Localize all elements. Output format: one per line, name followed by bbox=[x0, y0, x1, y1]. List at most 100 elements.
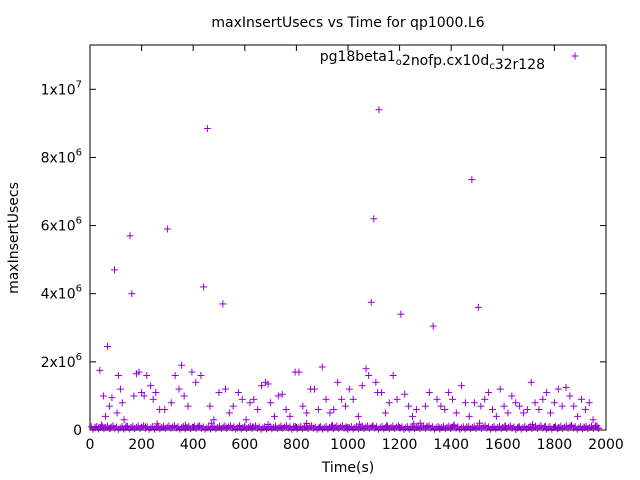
x-tick-label: 2000 bbox=[588, 437, 624, 453]
x-axis-label: Time(s) bbox=[321, 460, 374, 476]
data-point bbox=[500, 402, 508, 410]
data-point bbox=[161, 406, 169, 414]
data-point bbox=[595, 424, 603, 432]
y-tick-label: 4x106 bbox=[41, 284, 82, 303]
data-point bbox=[286, 412, 294, 420]
data-point bbox=[389, 371, 397, 379]
data-point bbox=[338, 395, 346, 403]
data-point bbox=[492, 412, 500, 420]
data-point bbox=[452, 409, 460, 417]
data-point bbox=[192, 378, 200, 386]
data-point bbox=[512, 399, 520, 407]
y-tick-label: 8x106 bbox=[41, 147, 82, 166]
data-point bbox=[412, 406, 420, 414]
data-point bbox=[96, 366, 104, 374]
data-point bbox=[547, 409, 555, 417]
data-point bbox=[126, 232, 134, 240]
data-point bbox=[445, 389, 453, 397]
data-point bbox=[458, 382, 466, 390]
x-tick-label: 1600 bbox=[485, 437, 521, 453]
data-point bbox=[246, 399, 254, 407]
data-point bbox=[531, 399, 539, 407]
y-axis-ticks: 0 2x106 4x106 6x106 8x106 1x107 bbox=[41, 79, 606, 439]
data-point bbox=[558, 402, 566, 410]
data-point bbox=[118, 399, 126, 407]
data-point bbox=[437, 402, 445, 410]
data-point bbox=[381, 409, 389, 417]
x-tick-label: 1400 bbox=[433, 437, 469, 453]
data-point bbox=[468, 176, 476, 184]
data-point bbox=[229, 402, 237, 410]
data-point bbox=[516, 402, 524, 410]
data-point bbox=[180, 392, 188, 400]
data-point bbox=[465, 412, 473, 420]
data-point bbox=[295, 368, 303, 376]
data-point bbox=[310, 385, 318, 393]
plot-frame bbox=[89, 44, 607, 431]
y-tick-label: 6x106 bbox=[41, 216, 82, 235]
data-point bbox=[574, 412, 582, 420]
data-point bbox=[113, 409, 121, 417]
data-point bbox=[409, 412, 416, 420]
data-point bbox=[254, 406, 262, 414]
data-point bbox=[589, 416, 597, 424]
data-point bbox=[421, 402, 429, 410]
data-point bbox=[149, 395, 157, 403]
data-point bbox=[111, 266, 119, 274]
data-point bbox=[152, 389, 160, 397]
data-point bbox=[354, 412, 362, 420]
x-axis-ticks: 0 200 400 600 800 1000 1200 1400 1600 1800 2000 bbox=[86, 45, 624, 453]
data-point bbox=[330, 406, 338, 414]
data-point bbox=[104, 343, 112, 351]
data-point bbox=[184, 402, 192, 410]
x-tick-label: 800 bbox=[283, 437, 310, 453]
data-point bbox=[99, 392, 107, 400]
data-point bbox=[481, 395, 489, 403]
data-point bbox=[147, 382, 155, 390]
data-point bbox=[114, 371, 122, 379]
data-point bbox=[120, 416, 128, 424]
data-point bbox=[258, 382, 266, 390]
data-point bbox=[527, 378, 535, 386]
data-point bbox=[488, 406, 496, 414]
data-point bbox=[535, 406, 543, 414]
data-point bbox=[367, 298, 375, 306]
data-point bbox=[577, 395, 585, 403]
data-point bbox=[554, 385, 562, 393]
data-point bbox=[441, 406, 449, 414]
data-point bbox=[474, 303, 482, 311]
data-point bbox=[448, 395, 456, 403]
data-point bbox=[116, 385, 124, 393]
data-point bbox=[358, 382, 366, 390]
data-point bbox=[101, 412, 109, 420]
data-point bbox=[429, 322, 437, 330]
y-tick-label: 0 bbox=[73, 423, 82, 439]
data-point bbox=[314, 406, 322, 414]
data-point bbox=[345, 385, 353, 393]
data-point bbox=[163, 225, 171, 233]
data-point bbox=[221, 385, 229, 393]
data-point bbox=[562, 383, 570, 391]
data-point bbox=[267, 399, 275, 407]
data-point bbox=[105, 402, 113, 410]
data-point bbox=[508, 392, 516, 400]
data-point bbox=[278, 390, 286, 398]
data-point bbox=[334, 378, 342, 386]
data-point bbox=[433, 395, 441, 403]
data-point bbox=[282, 406, 290, 414]
y-axis-label: maxInsertUsecs bbox=[6, 182, 22, 294]
data-point bbox=[274, 392, 282, 400]
data-point bbox=[250, 395, 258, 403]
data-point bbox=[401, 390, 409, 398]
data-points bbox=[87, 106, 603, 433]
data-point bbox=[362, 365, 370, 373]
data-point bbox=[405, 402, 413, 410]
legend-label: pg18beta1o2nofp.cx10dc32r128 bbox=[320, 49, 545, 73]
x-tick-label: 400 bbox=[180, 437, 207, 453]
x-tick-label: 0 bbox=[86, 437, 95, 453]
data-point bbox=[385, 399, 393, 407]
data-point bbox=[496, 385, 504, 393]
data-point bbox=[215, 389, 223, 397]
data-point bbox=[175, 385, 183, 393]
